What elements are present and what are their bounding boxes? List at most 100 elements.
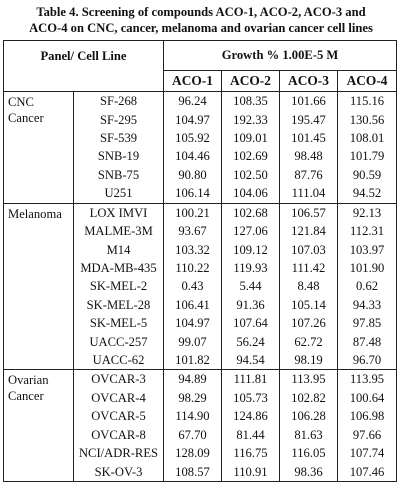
growth-value: 81.63 [279,425,338,444]
growth-value: 121.84 [279,221,338,241]
growth-value: 130.56 [349,112,385,127]
growth-value: 94.54 [221,350,280,370]
growth-value: 109.12 [221,240,280,259]
growth-value: 104.46 [163,147,222,166]
cell-line-name: SF-295 [73,110,164,129]
growth-value: 99.07 [163,332,222,351]
growth-value: 97.66 [352,427,382,442]
table-row: UACC-257 99.07 56.24 62.72 87.48 [4,332,397,351]
cell-line-name: SK-OV-3 [73,462,164,482]
growth-value: 87.48 [352,334,382,349]
growth-value: 98.29 [163,388,222,408]
growth-value: 112.31 [349,224,385,239]
cell-line-name: M14 [73,240,164,259]
table-row: U251 106.14 104.06 111.04 94.52 [4,184,397,203]
growth-value: 124.86 [221,407,280,426]
growth-value: 92.13 [337,202,397,222]
growth-value: 113.95 [337,369,397,389]
table-row: OVCAR-5 114.90 124.86 106.28 106.98 [4,407,397,426]
growth-value: 102.50 [221,165,280,185]
growth-value: 0.43 [163,277,222,296]
cell-line-name: UACC-257 [73,332,164,351]
growth-value: 101.90 [349,260,385,275]
growth-value: 195.47 [279,110,338,129]
cell-line-name: OVCAR-5 [73,407,164,426]
growth-value: 98.36 [279,462,338,482]
growth-value: 104.06 [221,184,280,203]
panel-name-line: CNC [8,95,34,109]
compound-header: ACO-2 [221,70,280,92]
growth-value: 110.22 [163,258,222,278]
growth-value: 109.01 [221,128,280,148]
growth-value: 87.76 [279,165,338,185]
growth-value: 106.98 [349,409,385,424]
growth-value: 192.33 [221,110,280,129]
growth-value: 106.14 [163,184,222,203]
growth-value: 115.16 [337,91,397,111]
table-row: CNC Cancer SF-268 96.24 108.35 101.66 115.16 [3,91,397,203]
table-row: MALME-3M 93.67 127.06 121.84 112.31 [4,221,397,241]
growth-header: Growth % 1.00E-5 M [163,40,397,71]
panel-name-line: Cancer [8,389,44,404]
table-row: SK-MEL-5 104.97 107.64 107.26 97.85 [4,313,397,333]
growth-value: 114.90 [163,407,222,426]
table-row: OVCAR-4 98.29 105.73 102.82 100.64 [4,388,397,408]
growth-value: 107.26 [279,313,338,333]
panel-name: Ovarian Cancer [3,369,74,482]
growth-value: 103.97 [349,242,385,257]
cell-line-name: SK-MEL-2 [73,277,164,296]
growth-value: 105.14 [279,295,338,314]
growth-value: 108.57 [163,462,222,482]
growth-value: 110.91 [221,462,280,482]
growth-value: 96.70 [352,353,382,367]
cell-line-name: MDA-MB-435 [73,258,164,278]
growth-value: 111.04 [279,184,338,203]
growth-value: 101.66 [279,91,338,111]
panel-cell-line-header: Panel/ Cell Line [3,40,164,92]
table-row: SK-MEL-2 0.43 5.44 8.48 0.62 [4,277,397,296]
growth-value: 97.85 [352,316,382,331]
compound-header: ACO-1 [163,70,222,92]
growth-value: 8.48 [279,277,338,296]
cell-line-name: UACC-62 [73,350,164,370]
table-row: SF-539 105.92 109.01 101.45 108.01 [4,128,397,148]
cell-line-name: SK-MEL-5 [73,313,164,333]
growth-value: 91.36 [221,295,280,314]
growth-value: 104.97 [163,313,222,333]
growth-value: 90.80 [163,165,222,185]
growth-value: 107.74 [349,446,385,461]
growth-value: 56.24 [221,332,280,351]
growth-value: 116.75 [221,443,280,463]
growth-value: 94.33 [352,297,382,312]
growth-value: 102.68 [221,202,280,222]
growth-value: 104.97 [163,110,222,129]
growth-value: 113.95 [279,369,338,389]
growth-value: 100.21 [163,202,222,222]
table-row: MDA-MB-435 110.22 119.93 111.42 101.90 [4,258,397,278]
growth-value: 67.70 [163,425,222,444]
growth-value: 106.41 [163,295,222,314]
growth-value: 96.24 [163,91,222,111]
cell-line-name: SK-MEL-28 [73,295,164,314]
cell-line-name: OVCAR-3 [73,369,164,389]
screening-table: Panel/ Cell Line Growth % 1.00E-5 M ACO-… [3,40,398,482]
compound-header: ACO-4 [336,70,397,92]
growth-value: 94.52 [352,186,382,201]
growth-value: 103.32 [163,240,222,259]
panel-name: CNC Cancer [3,91,74,203]
growth-value: 107.64 [221,313,280,333]
table-row: NCI/ADR-RES 128.09 116.75 116.05 107.74 [4,443,397,463]
growth-value: 98.19 [279,350,338,370]
growth-value: 108.01 [349,131,385,146]
cell-line-name: OVCAR-8 [73,425,164,444]
growth-value: 62.72 [279,332,338,351]
cell-line-name: U251 [73,184,164,203]
growth-value: 90.59 [352,167,382,182]
table-row: SNB-75 90.80 102.50 87.76 90.59 [4,165,397,185]
cell-line-name: OVCAR-4 [73,388,164,408]
table-row: UACC-62 101.82 94.54 98.19 96.70 [4,350,397,370]
table-body: CNC Cancer SF-268 96.24 108.35 101.66 115.16 SF… [3,91,397,482]
growth-value: 5.44 [221,277,280,296]
growth-value: 81.44 [221,425,280,444]
growth-value: 101.45 [279,128,338,148]
